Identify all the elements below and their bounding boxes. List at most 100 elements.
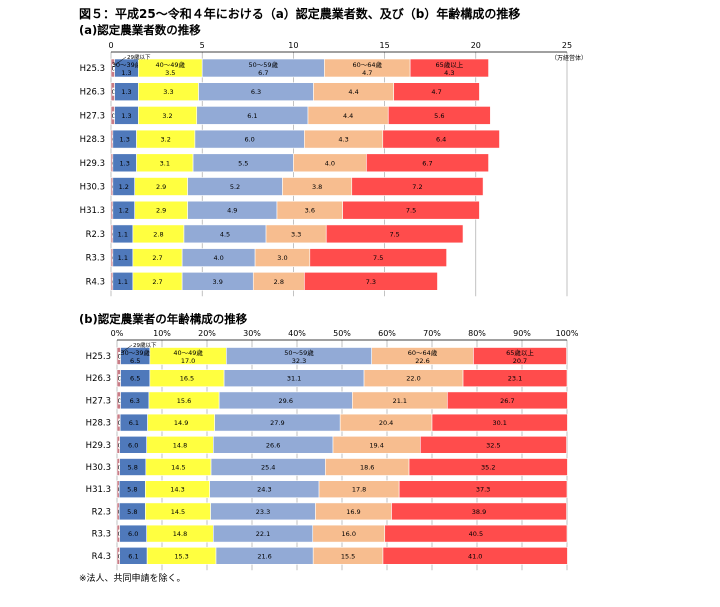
bar-segment-a65 — [342, 200, 480, 220]
data-label: 3.3 — [163, 88, 173, 96]
data-label: 1.3 — [121, 69, 131, 77]
x-tick-label: 30% — [243, 329, 261, 338]
series-name-label: 60～64歳 — [408, 348, 438, 357]
category-label: H29.3 — [80, 159, 105, 169]
data-label: 3.2 — [161, 136, 171, 144]
series-name-label: 40～49歳 — [173, 348, 203, 357]
data-label: 6.1 — [129, 419, 139, 427]
category-label: R3.3 — [92, 530, 111, 540]
data-label: 7.5 — [389, 230, 399, 238]
data-label: 7.3 — [366, 278, 376, 286]
data-label: 3.3 — [291, 230, 301, 238]
bar-segment-a65 — [382, 546, 568, 565]
data-label: 20.4 — [379, 419, 393, 427]
data-label: 22.6 — [415, 357, 429, 365]
x-tick-label: 10 — [288, 41, 298, 50]
data-label: 15.5 — [341, 552, 355, 560]
category-label: H30.3 — [86, 463, 111, 473]
bar-segment-a65 — [304, 271, 438, 291]
data-label: 4.4 — [348, 88, 358, 96]
data-label: 6.7 — [258, 69, 268, 77]
data-label: 1.3 — [121, 112, 131, 120]
data-label: 4.0 — [325, 159, 335, 167]
data-label: 3.8 — [312, 183, 322, 191]
category-label: R3.3 — [86, 254, 105, 264]
data-label: 4.7 — [362, 69, 372, 77]
data-label: 4.5 — [220, 230, 230, 238]
x-tick-label: 100% — [556, 329, 579, 338]
data-label: 26.7 — [500, 397, 514, 405]
data-label: 23.1 — [508, 375, 522, 383]
bar-segment-a65 — [391, 502, 567, 521]
data-label: 31.1 — [287, 375, 301, 383]
data-label: 22.1 — [256, 530, 270, 538]
data-label: 3.2 — [162, 112, 172, 120]
data-label: 41.0 — [468, 552, 482, 560]
x-tick-label: 20% — [198, 329, 216, 338]
data-label: 15.3 — [174, 552, 188, 560]
bar-segment-a65 — [382, 129, 500, 149]
category-label: H29.3 — [86, 441, 111, 451]
category-label: H30.3 — [80, 183, 105, 193]
data-label: 4.9 — [227, 207, 237, 215]
series-name-label: 50～59歳 — [284, 348, 314, 357]
x-tick-label: 40% — [288, 329, 306, 338]
category-label: R2.3 — [92, 507, 111, 517]
category-label: H27.3 — [80, 111, 105, 121]
bar-segment-a65 — [473, 347, 567, 365]
x-tick-label: 0 — [108, 41, 113, 50]
data-label: 16.0 — [342, 530, 356, 538]
data-label: 6.0 — [128, 530, 138, 538]
data-label: 17.0 — [181, 357, 195, 365]
data-label: 14.5 — [171, 464, 185, 472]
category-label: H26.3 — [80, 88, 105, 98]
category-label: H26.3 — [86, 374, 111, 384]
data-label: 22.0 — [406, 375, 420, 383]
series-name-label: 40～49歳 — [156, 60, 186, 69]
bar-segment-a65 — [309, 248, 447, 267]
data-label: 24.3 — [257, 486, 271, 494]
data-label: 1.2 — [119, 183, 129, 191]
data-label: 38.9 — [472, 508, 486, 516]
data-label: 3.0 — [277, 254, 287, 262]
data-label: 3.9 — [213, 278, 223, 286]
series-name-label-u29: 29歳以下 — [127, 53, 151, 61]
data-label: 1.3 — [120, 136, 130, 144]
data-label: 20.7 — [513, 357, 527, 365]
data-label: 16.9 — [346, 508, 360, 516]
data-label: 2.7 — [152, 254, 162, 262]
data-label: 1.3 — [120, 159, 130, 167]
data-label: 4.3 — [338, 136, 348, 144]
series-name-label: 65歳以上 — [435, 60, 463, 69]
footnote: ※法人、共同申請を除く。 — [79, 574, 186, 584]
bar-segment-a65 — [398, 480, 568, 499]
data-label: 32.5 — [486, 441, 500, 449]
data-label: 6.4 — [436, 136, 446, 144]
x-tick-label: 5 — [200, 41, 205, 50]
data-label: 6.5 — [130, 357, 140, 365]
data-label: 1.2 — [119, 207, 129, 215]
data-label: 15.6 — [177, 397, 191, 405]
data-label: 1.1 — [118, 230, 128, 238]
data-label: 1.1 — [118, 254, 128, 262]
unit-label: （万経営体） — [551, 54, 587, 62]
data-label: 6.7 — [422, 159, 432, 167]
data-label: 14.8 — [173, 530, 187, 538]
data-label: 16.5 — [180, 375, 194, 383]
data-label: 2.9 — [156, 183, 166, 191]
category-label: H25.3 — [86, 352, 111, 362]
data-label: 4.3 — [444, 69, 454, 77]
data-label: 29.6 — [279, 397, 293, 405]
series-name-label-u29: 29歳以下 — [133, 341, 157, 349]
data-label: 40.5 — [469, 530, 483, 538]
data-label: 17.8 — [352, 486, 366, 494]
data-label: 2.8 — [153, 230, 163, 238]
data-label: 5.8 — [127, 486, 137, 494]
data-label: 4.4 — [343, 112, 353, 120]
callout-line — [120, 344, 133, 354]
series-name-label: 30～39歳 — [120, 348, 150, 357]
data-label: 2.7 — [152, 278, 162, 286]
data-label: 26.6 — [266, 441, 280, 449]
category-label: H31.3 — [80, 206, 105, 216]
bar-segment-a65 — [419, 435, 567, 454]
